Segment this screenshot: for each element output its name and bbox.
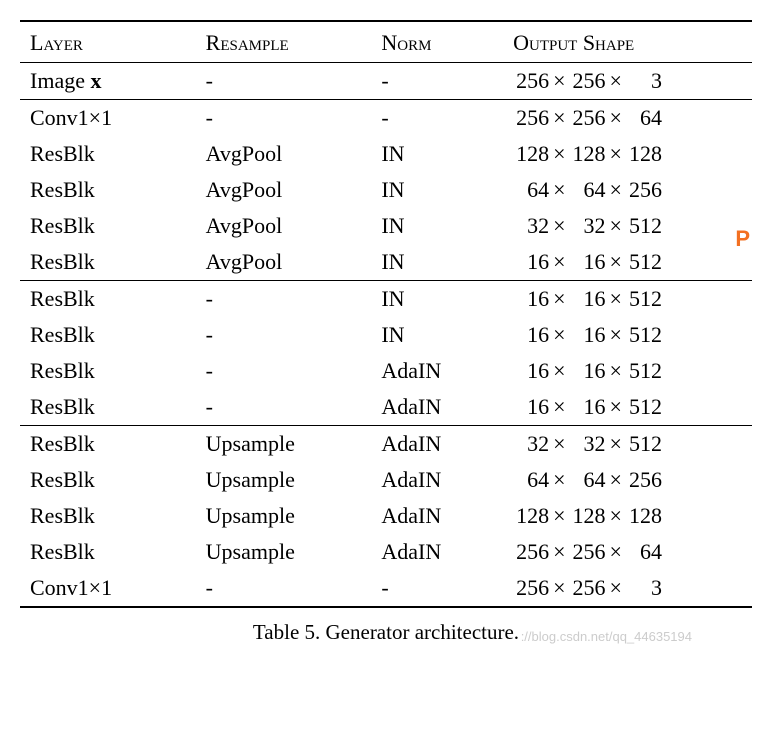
cell-layer: ResBlk <box>20 462 196 498</box>
cell-layer: ResBlk <box>20 281 196 318</box>
cell-resample: - <box>196 389 372 426</box>
table-row: ResBlkAvgPoolIN128×128×128 <box>20 136 752 172</box>
cell-norm: AdaIN <box>371 534 503 570</box>
table-row: Conv1×1--256×256×64 <box>20 100 752 137</box>
header-norm: Norm <box>371 21 503 63</box>
cell-norm: AdaIN <box>371 426 503 463</box>
cell-shape: 32×32×512 <box>503 208 752 244</box>
header-resample: Resample <box>196 21 372 63</box>
table-row: ResBlkAvgPoolIN16×16×512 <box>20 244 752 281</box>
cell-norm: AdaIN <box>371 389 503 426</box>
cell-layer: ResBlk <box>20 534 196 570</box>
cell-shape: 64×64×256 <box>503 462 752 498</box>
cell-shape: 256×256×3 <box>503 570 752 607</box>
cell-layer: Image x <box>20 63 196 100</box>
table-row: ResBlk-AdaIN16×16×512 <box>20 389 752 426</box>
cell-layer: ResBlk <box>20 317 196 353</box>
cell-resample: - <box>196 570 372 607</box>
cell-norm: AdaIN <box>371 353 503 389</box>
cell-norm: - <box>371 570 503 607</box>
table-row: ResBlkUpsampleAdaIN256×256×64 <box>20 534 752 570</box>
cell-norm: IN <box>371 208 503 244</box>
side-icon: P <box>735 226 750 252</box>
cell-norm: IN <box>371 172 503 208</box>
cell-resample: Upsample <box>196 498 372 534</box>
table-row: ResBlkAvgPoolIN64×64×256 <box>20 172 752 208</box>
cell-resample: - <box>196 100 372 137</box>
cell-shape: 256×256×64 <box>503 534 752 570</box>
cell-resample: Upsample <box>196 426 372 463</box>
cell-resample: - <box>196 63 372 100</box>
cell-layer: ResBlk <box>20 353 196 389</box>
cell-layer: ResBlk <box>20 208 196 244</box>
cell-norm: - <box>371 100 503 137</box>
cell-layer: ResBlk <box>20 244 196 281</box>
header-shape: Output Shape <box>503 21 752 63</box>
cell-shape: 256×256×64 <box>503 100 752 137</box>
cell-resample: - <box>196 317 372 353</box>
cell-shape: 256×256×3 <box>503 63 752 100</box>
cell-resample: - <box>196 281 372 318</box>
table-row: ResBlkAvgPoolIN32×32×512 <box>20 208 752 244</box>
cell-norm: IN <box>371 317 503 353</box>
cell-layer: Conv1×1 <box>20 570 196 607</box>
cell-shape: 64×64×256 <box>503 172 752 208</box>
cell-layer: Conv1×1 <box>20 100 196 137</box>
cell-shape: 16×16×512 <box>503 353 752 389</box>
cell-shape: 128×128×128 <box>503 498 752 534</box>
cell-norm: IN <box>371 136 503 172</box>
cell-shape: 16×16×512 <box>503 281 752 318</box>
table: Layer Resample Norm Output Shape Image x… <box>20 20 752 608</box>
table-row: ResBlk-AdaIN16×16×512 <box>20 353 752 389</box>
cell-layer: ResBlk <box>20 136 196 172</box>
table-row: Conv1×1--256×256×3 <box>20 570 752 607</box>
cell-layer: ResBlk <box>20 172 196 208</box>
cell-resample: AvgPool <box>196 172 372 208</box>
cell-resample: Upsample <box>196 534 372 570</box>
header-row: Layer Resample Norm Output Shape <box>20 21 752 63</box>
cell-shape: 16×16×512 <box>503 317 752 353</box>
cell-norm: AdaIN <box>371 498 503 534</box>
cell-resample: AvgPool <box>196 208 372 244</box>
cell-layer: ResBlk <box>20 426 196 463</box>
cell-resample: AvgPool <box>196 244 372 281</box>
table-body: Image x--256×256×3Conv1×1--256×256×64Res… <box>20 63 752 608</box>
architecture-table: Layer Resample Norm Output Shape Image x… <box>20 20 752 608</box>
cell-norm: IN <box>371 244 503 281</box>
cell-resample: AvgPool <box>196 136 372 172</box>
cell-shape: 128×128×128 <box>503 136 752 172</box>
table-row: ResBlkUpsampleAdaIN64×64×256 <box>20 462 752 498</box>
cell-norm: IN <box>371 281 503 318</box>
cell-layer: ResBlk <box>20 389 196 426</box>
table-row: ResBlkUpsampleAdaIN128×128×128 <box>20 498 752 534</box>
header-layer: Layer <box>20 21 196 63</box>
cell-resample: - <box>196 353 372 389</box>
cell-norm: - <box>371 63 503 100</box>
table-row: Image x--256×256×3 <box>20 63 752 100</box>
table-row: ResBlkUpsampleAdaIN32×32×512 <box>20 426 752 463</box>
table-row: ResBlk-IN16×16×512 <box>20 281 752 318</box>
cell-layer: ResBlk <box>20 498 196 534</box>
table-row: ResBlk-IN16×16×512 <box>20 317 752 353</box>
cell-shape: 32×32×512 <box>503 426 752 463</box>
cell-shape: 16×16×512 <box>503 389 752 426</box>
cell-norm: AdaIN <box>371 462 503 498</box>
cell-shape: 16×16×512 <box>503 244 752 281</box>
cell-resample: Upsample <box>196 462 372 498</box>
